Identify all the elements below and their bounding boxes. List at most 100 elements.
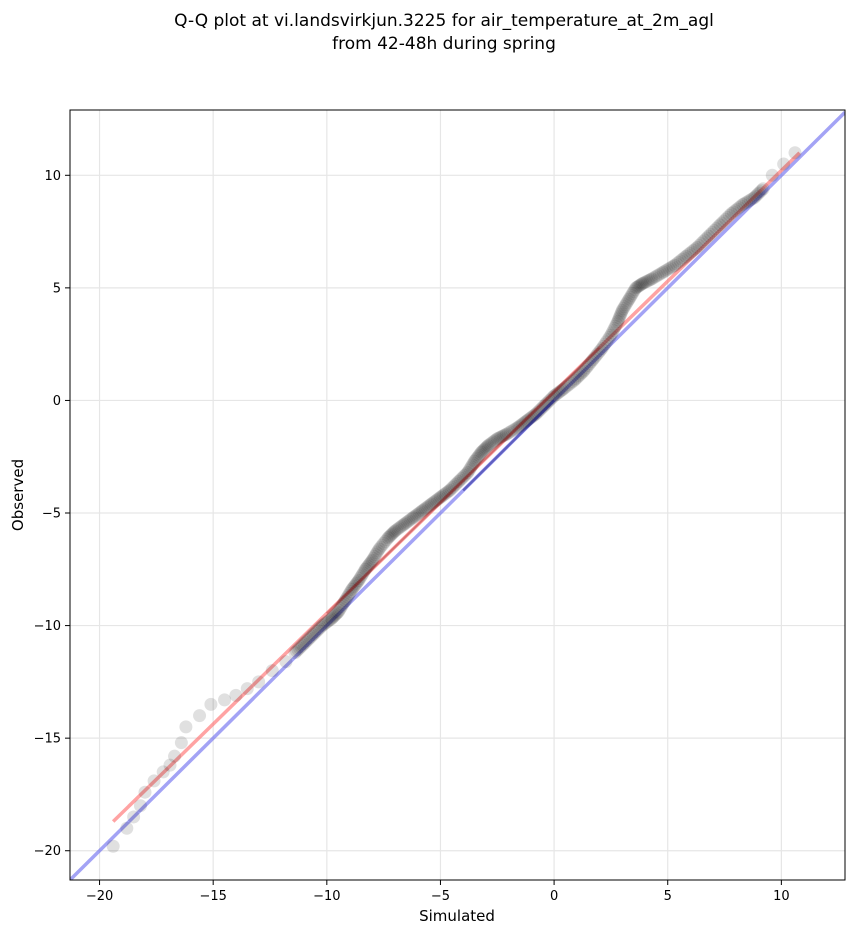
quantile-point: [390, 523, 404, 537]
quantile-point: [692, 238, 706, 252]
quantile-point: [514, 418, 528, 432]
quantile-point: [509, 422, 523, 436]
quantile-point: [340, 590, 354, 604]
quantile-point: [713, 218, 727, 232]
y-axis-ticks: −20 −15 −10 −5 0 5 10: [34, 169, 70, 859]
quantile-point: [452, 474, 466, 488]
quantile-point: [330, 606, 344, 620]
quantile-point: [406, 511, 420, 525]
quantile-point: [321, 614, 335, 628]
x-tick-label: 5: [664, 889, 672, 904]
quantile-point: [433, 490, 447, 504]
quantile-point: [426, 496, 440, 510]
quantile-point: [677, 251, 691, 265]
quantile-point: [624, 288, 638, 302]
quantile-point: [622, 292, 636, 306]
quantile-point: [427, 495, 441, 509]
quantile-point: [370, 546, 384, 560]
quantile-point: [466, 456, 480, 470]
identity-line-layer: [70, 111, 845, 880]
quantile-point: [741, 194, 755, 208]
quantile-point: [309, 625, 323, 639]
quantile-point: [686, 243, 700, 257]
quantile-point: [578, 362, 592, 376]
quantile-point: [106, 839, 120, 853]
quantile-point: [478, 442, 492, 456]
quantile-point: [619, 298, 633, 312]
quantile-point: [383, 529, 397, 543]
quantile-point: [732, 201, 746, 215]
quantile-point: [521, 413, 535, 427]
quantile-point: [635, 277, 649, 291]
quantile-point: [290, 644, 304, 658]
quantile-point: [523, 411, 537, 425]
quantile-point: [436, 488, 450, 502]
quantile-point: [647, 271, 661, 285]
quantile-point: [652, 267, 666, 281]
quantile-point: [288, 646, 302, 660]
quantile-point: [555, 383, 569, 397]
quantile-point: [755, 183, 769, 197]
quantile-point: [328, 608, 342, 622]
quantile-point: [443, 483, 457, 497]
quantile-point: [666, 259, 680, 273]
x-axis-label: Simulated: [419, 907, 495, 925]
x-tick-label: −5: [431, 889, 450, 904]
quantile-point: [386, 526, 400, 540]
quantile-point: [168, 749, 182, 763]
quantile-point: [204, 697, 218, 711]
x-tick-label: 10: [773, 889, 790, 904]
quantile-point: [360, 561, 374, 575]
quantile-point: [305, 629, 319, 643]
quantile-point: [564, 376, 578, 390]
quantile-point: [777, 157, 791, 171]
quantile-point: [501, 426, 515, 440]
quantile-point: [409, 508, 423, 522]
quantile-point: [352, 574, 366, 588]
quantile-point: [476, 444, 489, 458]
quantile-point: [527, 408, 541, 422]
y-tick-label: −10: [34, 619, 61, 634]
quantile-point: [120, 821, 134, 835]
quantile-point: [532, 404, 546, 418]
quantile-point: [484, 436, 498, 450]
quantile-point: [568, 373, 582, 387]
quantile-point: [300, 634, 314, 648]
quantile-point: [654, 266, 668, 280]
quantile-point: [371, 544, 385, 558]
quantile-point: [279, 655, 293, 669]
quantile-point: [353, 572, 367, 586]
quantile-point: [511, 420, 525, 434]
quantile-point: [411, 507, 425, 521]
quantile-point: [449, 477, 463, 491]
y-tick-label: −20: [34, 844, 61, 859]
quantile-point: [461, 465, 475, 479]
quantile-point: [358, 562, 372, 576]
quantile-point: [400, 515, 414, 529]
quantile-point: [387, 525, 401, 539]
quantile-point: [375, 538, 389, 552]
quantile-point: [540, 396, 554, 410]
quantile-point: [711, 220, 725, 234]
quantile-point: [688, 242, 702, 256]
quantile-point: [474, 445, 488, 459]
quantile-point: [331, 605, 345, 619]
quantile-point: [611, 315, 625, 329]
quantile-point: [550, 387, 564, 401]
quantile-point: [218, 693, 232, 707]
quantile-point: [294, 640, 308, 654]
quantile-point: [549, 388, 563, 402]
quantile-point: [441, 485, 455, 499]
quantile-point: [765, 168, 779, 182]
quantile-point: [306, 628, 320, 642]
quantile-point: [477, 443, 491, 457]
quantile-point: [515, 417, 529, 431]
quantile-point: [377, 536, 391, 550]
grid-lines: [70, 110, 845, 880]
quantile-point: [417, 503, 431, 517]
quantile-point: [696, 235, 710, 249]
y-axis-label: Observed: [9, 459, 27, 531]
quantile-point: [391, 522, 405, 536]
quantile-point: [608, 319, 622, 333]
